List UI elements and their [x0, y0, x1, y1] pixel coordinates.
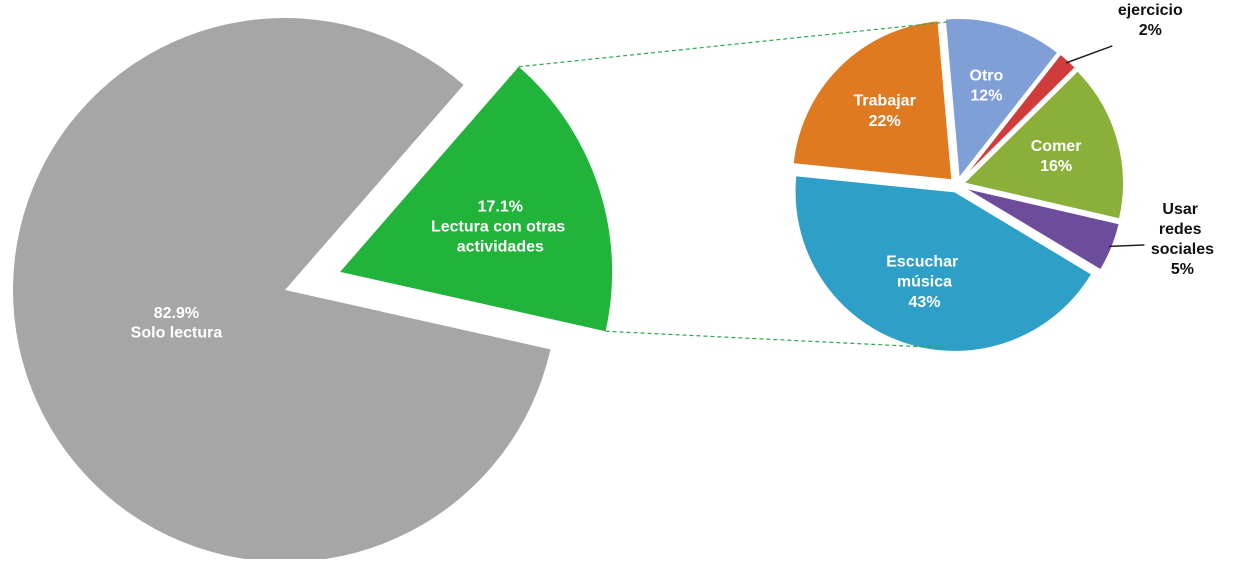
value-label: 5%: [1171, 261, 1194, 278]
pie-slice: [792, 19, 953, 181]
category-label: Usar redes sociales: [1151, 201, 1214, 258]
leader-line: [1065, 45, 1113, 64]
pie-slice: [962, 69, 1125, 220]
pie-slice: [944, 17, 1060, 181]
category-label: Hacer ejercicio: [1118, 0, 1183, 19]
pie-slice: [340, 66, 613, 332]
value-label: 12%: [970, 88, 1002, 105]
connector-line: [518, 21, 948, 68]
pie-slice: [794, 174, 1093, 353]
value-label: 16%: [1040, 158, 1072, 175]
leader-line: [1108, 244, 1145, 248]
category-label: Escuchar música: [886, 254, 962, 291]
category-label: Trabajar: [854, 93, 916, 110]
pie-slice: [961, 52, 1077, 181]
pie-slice: [13, 17, 551, 562]
category-label: Comer: [1031, 138, 1082, 155]
value-label: 82.9%: [154, 305, 199, 322]
category-label: Solo lectura: [131, 325, 223, 342]
value-label: 22%: [869, 113, 901, 130]
pie-slice: [963, 186, 1121, 272]
value-label: 2%: [1139, 22, 1162, 39]
category-label: Otro: [970, 68, 1004, 85]
value-label: 17.1%: [478, 199, 523, 216]
connector-line: [605, 330, 948, 349]
value-label: 43%: [908, 294, 940, 311]
category-label: Lectura con otras actividades: [431, 219, 570, 256]
